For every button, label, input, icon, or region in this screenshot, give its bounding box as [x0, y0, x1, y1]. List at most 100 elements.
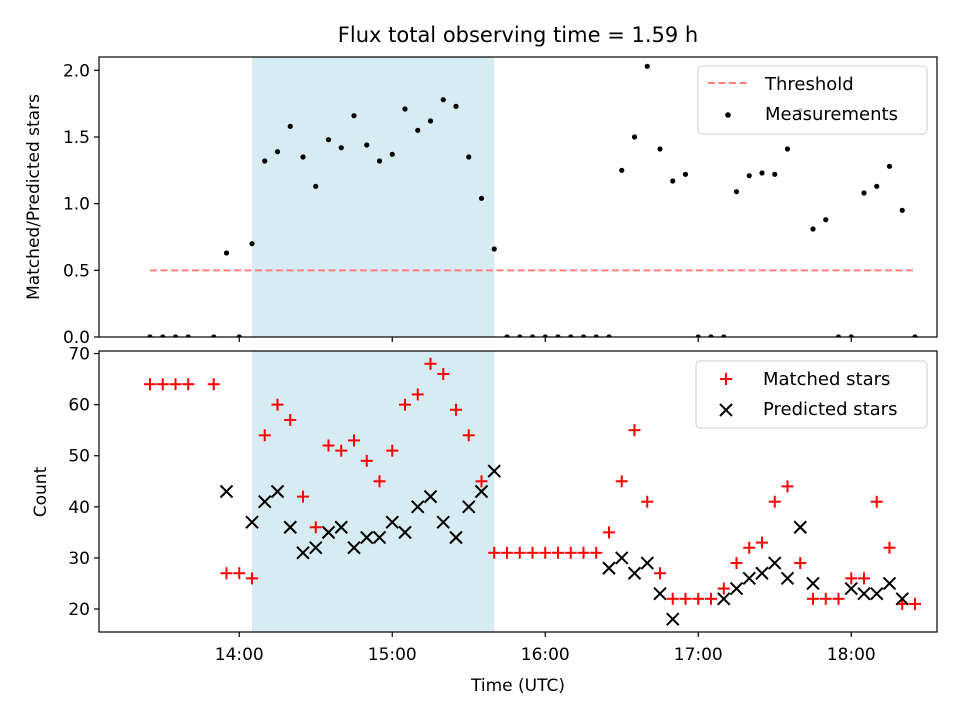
- predicted-star-point: [895, 592, 909, 606]
- matched-star-point: [883, 541, 896, 554]
- matched-star-point: [513, 546, 526, 559]
- y-tick-label: 0.5: [63, 261, 90, 281]
- matched-star-point: [590, 546, 603, 559]
- top-panel: 0.00.51.01.52.0 Matched/Predicted stars …: [24, 56, 938, 348]
- predicted-star-point: [283, 520, 297, 534]
- measurement-point: [223, 250, 230, 256]
- matched-star-point: [832, 592, 845, 605]
- predicted-star-point: [321, 525, 336, 540]
- matched-star-point: [539, 546, 552, 559]
- measurement-point: [529, 334, 536, 337]
- matched-star-point: [819, 592, 832, 605]
- predicted-star-point: [780, 571, 795, 586]
- measurement-point: [835, 334, 842, 337]
- predicted-star-point: [487, 464, 501, 478]
- matched-star-point: [692, 592, 705, 605]
- matched-star-point: [526, 546, 539, 559]
- matched-star-point: [246, 572, 258, 585]
- matched-star-point: [666, 592, 679, 605]
- matched-star-point: [373, 475, 386, 488]
- top-legend: Threshold Measurements: [697, 65, 928, 135]
- measurement-point: [682, 171, 689, 177]
- predicted-star-point: [360, 530, 374, 545]
- matched-star-point: [756, 536, 768, 549]
- matched-star-point: [781, 480, 794, 493]
- measurement-point: [861, 190, 867, 196]
- measurement-point: [351, 113, 357, 119]
- matched-star-point: [220, 567, 233, 580]
- matched-star-point: [399, 398, 411, 411]
- matched-star-point: [794, 557, 807, 570]
- matched-star-point: [258, 429, 271, 442]
- predicted-star-point: [334, 520, 348, 534]
- measurement-point: [160, 334, 166, 337]
- matched-star-point: [207, 378, 220, 391]
- predicted-star-point: [385, 515, 399, 529]
- measurement-point: [721, 334, 727, 337]
- matched-star-point: [488, 546, 501, 559]
- measurement-point: [236, 334, 242, 337]
- x-tick-label: 15:00: [368, 645, 417, 665]
- measurement-point: [568, 334, 574, 337]
- top-y-ticks: 0.0 0.5 1.0 1.5 2.0: [63, 61, 99, 348]
- predicted-star-point: [309, 540, 323, 555]
- predicted-star-point: [245, 515, 259, 529]
- measurement-point: [147, 334, 153, 337]
- measurement-point: [695, 334, 701, 337]
- predicted-star-point: [411, 500, 425, 514]
- x-tick-label: 17:00: [674, 645, 723, 665]
- measurement-point: [262, 158, 268, 164]
- matched-legend-swatch: [720, 373, 732, 385]
- measurement-point: [504, 334, 510, 337]
- y-tick-label: 50: [68, 447, 90, 467]
- predicted-star-point: [882, 576, 897, 591]
- matched-star-point: [615, 475, 628, 488]
- top-axes-frame: [98, 56, 938, 338]
- matched-star-point: [858, 572, 870, 585]
- predicted-star-point: [806, 576, 820, 591]
- bottom-y-axis-label: Count: [31, 466, 51, 517]
- measurement-point: [810, 226, 816, 232]
- measurement-point: [580, 334, 587, 337]
- predicted-star-point: [793, 520, 807, 534]
- top-legend-box: [697, 65, 928, 135]
- matched-star-point: [182, 378, 195, 391]
- top-highlight-span: [252, 57, 495, 337]
- measurement-point: [172, 334, 179, 337]
- measurement-point: [759, 170, 765, 176]
- predicted-star-point: [398, 525, 412, 540]
- matched-star-point: [437, 367, 450, 380]
- predicted-star-point: [615, 551, 629, 565]
- measurement-point: [823, 217, 829, 223]
- predicted-star-point: [296, 546, 310, 560]
- predicted-star-point: [219, 484, 234, 499]
- measurement-point: [542, 334, 548, 337]
- matched-star-point: [603, 526, 615, 539]
- matched-star-point: [845, 572, 858, 585]
- measurement-point: [733, 189, 740, 195]
- measurement-point: [185, 334, 191, 337]
- measurement-point: [848, 334, 854, 337]
- measurement-point: [287, 123, 293, 129]
- predicted-star-point: [717, 592, 731, 606]
- matched-star-point: [411, 388, 424, 401]
- matched-legend-label: Matched stars: [763, 369, 890, 390]
- measurement-points: [147, 63, 918, 337]
- matched-star-point: [743, 541, 756, 554]
- bottom-legend: Matched stars Predicted stars: [695, 360, 928, 429]
- matched-star-point: [679, 592, 692, 605]
- matched-star-point: [322, 439, 335, 452]
- measurement-point: [491, 246, 497, 252]
- matched-star-point: [360, 454, 373, 467]
- predicted-legend-label: Predicted stars: [763, 399, 897, 420]
- measurement-point: [338, 145, 344, 151]
- measurement-point: [517, 334, 523, 337]
- highlight-span-rect: [252, 351, 495, 632]
- predicted-star-point: [666, 612, 680, 626]
- matched-star-point: [424, 357, 437, 370]
- measurement-point: [912, 334, 918, 337]
- highlight-span-rect: [252, 57, 495, 337]
- measurement-point: [631, 134, 638, 140]
- matched-star-point: [654, 567, 666, 580]
- matched-star-point: [348, 434, 360, 447]
